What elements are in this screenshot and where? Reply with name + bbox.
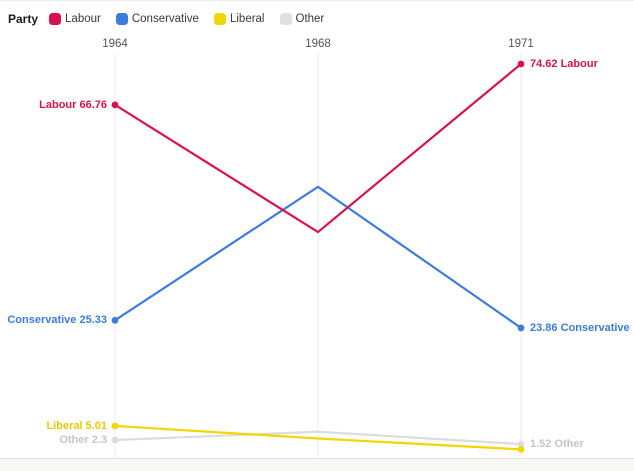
series-start-label-labour: Labour 66.76: [39, 98, 107, 111]
legend-item-labour[interactable]: Labour: [49, 13, 101, 25]
x-axis-tick-1968: 1968: [305, 38, 331, 50]
data-point-labour-1964[interactable]: [111, 101, 119, 109]
legend-item-conservative[interactable]: Conservative: [115, 13, 199, 25]
series-start-label-liberal: Liberal 5.01: [46, 419, 107, 432]
data-point-other-1971[interactable]: [517, 440, 525, 448]
legend-item-label: Labour: [65, 13, 101, 25]
legend-item-label: Other: [295, 13, 325, 25]
bottom-border-strip: [0, 458, 634, 471]
data-point-liberal-1964[interactable]: [111, 422, 119, 430]
series-start-label-conservative: Conservative 25.33: [7, 314, 107, 327]
data-point-conservative-1971[interactable]: [517, 324, 525, 332]
legend-swatch-labour: [49, 13, 62, 25]
data-point-other-1964[interactable]: [111, 436, 119, 444]
series-end-label-conservative: 23.86 Conservative: [530, 321, 630, 334]
x-axis-tick-1964: 1964: [102, 38, 128, 50]
legend-item-liberal[interactable]: Liberal: [213, 13, 265, 25]
series-line-liberal: [114, 424, 522, 451]
legend-item-label: Conservative: [131, 13, 199, 25]
legend-swatch-liberal: [213, 13, 226, 25]
series-line-other: [114, 430, 522, 446]
legend-swatch-other: [279, 13, 292, 25]
chart-legend: Party Labour Conservative Liberal Other: [8, 12, 324, 26]
series-end-label-other: 1.52 Other: [530, 438, 584, 451]
legend-item-other[interactable]: Other: [279, 13, 325, 25]
legend-title: Party: [8, 12, 39, 26]
series-end-label-labour: 74.62 Labour: [530, 57, 598, 70]
data-point-liberal-1971[interactable]: [517, 446, 525, 453]
data-point-conservative-1964[interactable]: [111, 316, 119, 324]
legend-swatch-conservative: [115, 13, 128, 25]
x-axis-tick-1971: 1971: [508, 38, 534, 50]
legend-item-label: Liberal: [229, 13, 265, 25]
series-line-conservative: [114, 185, 522, 329]
series-start-label-other: Other 2.3: [59, 434, 107, 447]
series-line-labour: [114, 63, 522, 234]
data-point-labour-1971[interactable]: [517, 60, 525, 68]
